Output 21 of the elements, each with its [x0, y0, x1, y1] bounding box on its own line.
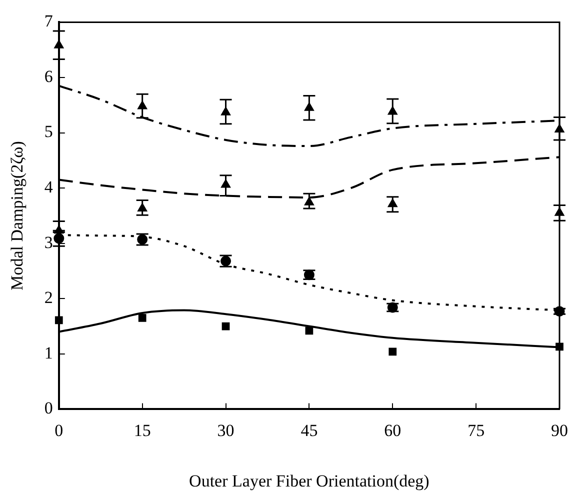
x-axis-title: Outer Layer Fiber Orientation(deg) — [189, 471, 430, 490]
y-tick-label: 1 — [44, 343, 53, 362]
y-tick-label: 5 — [44, 122, 53, 142]
y-axis-title: Modal Damping(2ζω) — [8, 141, 27, 290]
x-tick-label: 60 — [384, 420, 402, 440]
y-tick-label: 4 — [44, 178, 54, 197]
x-tick-label: 15 — [134, 420, 151, 440]
point — [54, 316, 63, 324]
y-tick-label: 7 — [44, 12, 54, 31]
y-tick-label: 6 — [44, 66, 53, 86]
point — [305, 326, 314, 335]
y-tick-label: 3 — [44, 232, 53, 252]
x-tick-label: 90 — [551, 420, 568, 440]
point — [388, 348, 397, 356]
y-tick-label: 0 — [44, 398, 53, 418]
point — [222, 322, 230, 330]
point — [138, 314, 146, 322]
x-tick-label: 30 — [217, 420, 234, 440]
x-tick-label: 45 — [300, 420, 318, 440]
y-tick-label: 2 — [44, 288, 53, 308]
x-tick-label: 75 — [468, 420, 485, 440]
